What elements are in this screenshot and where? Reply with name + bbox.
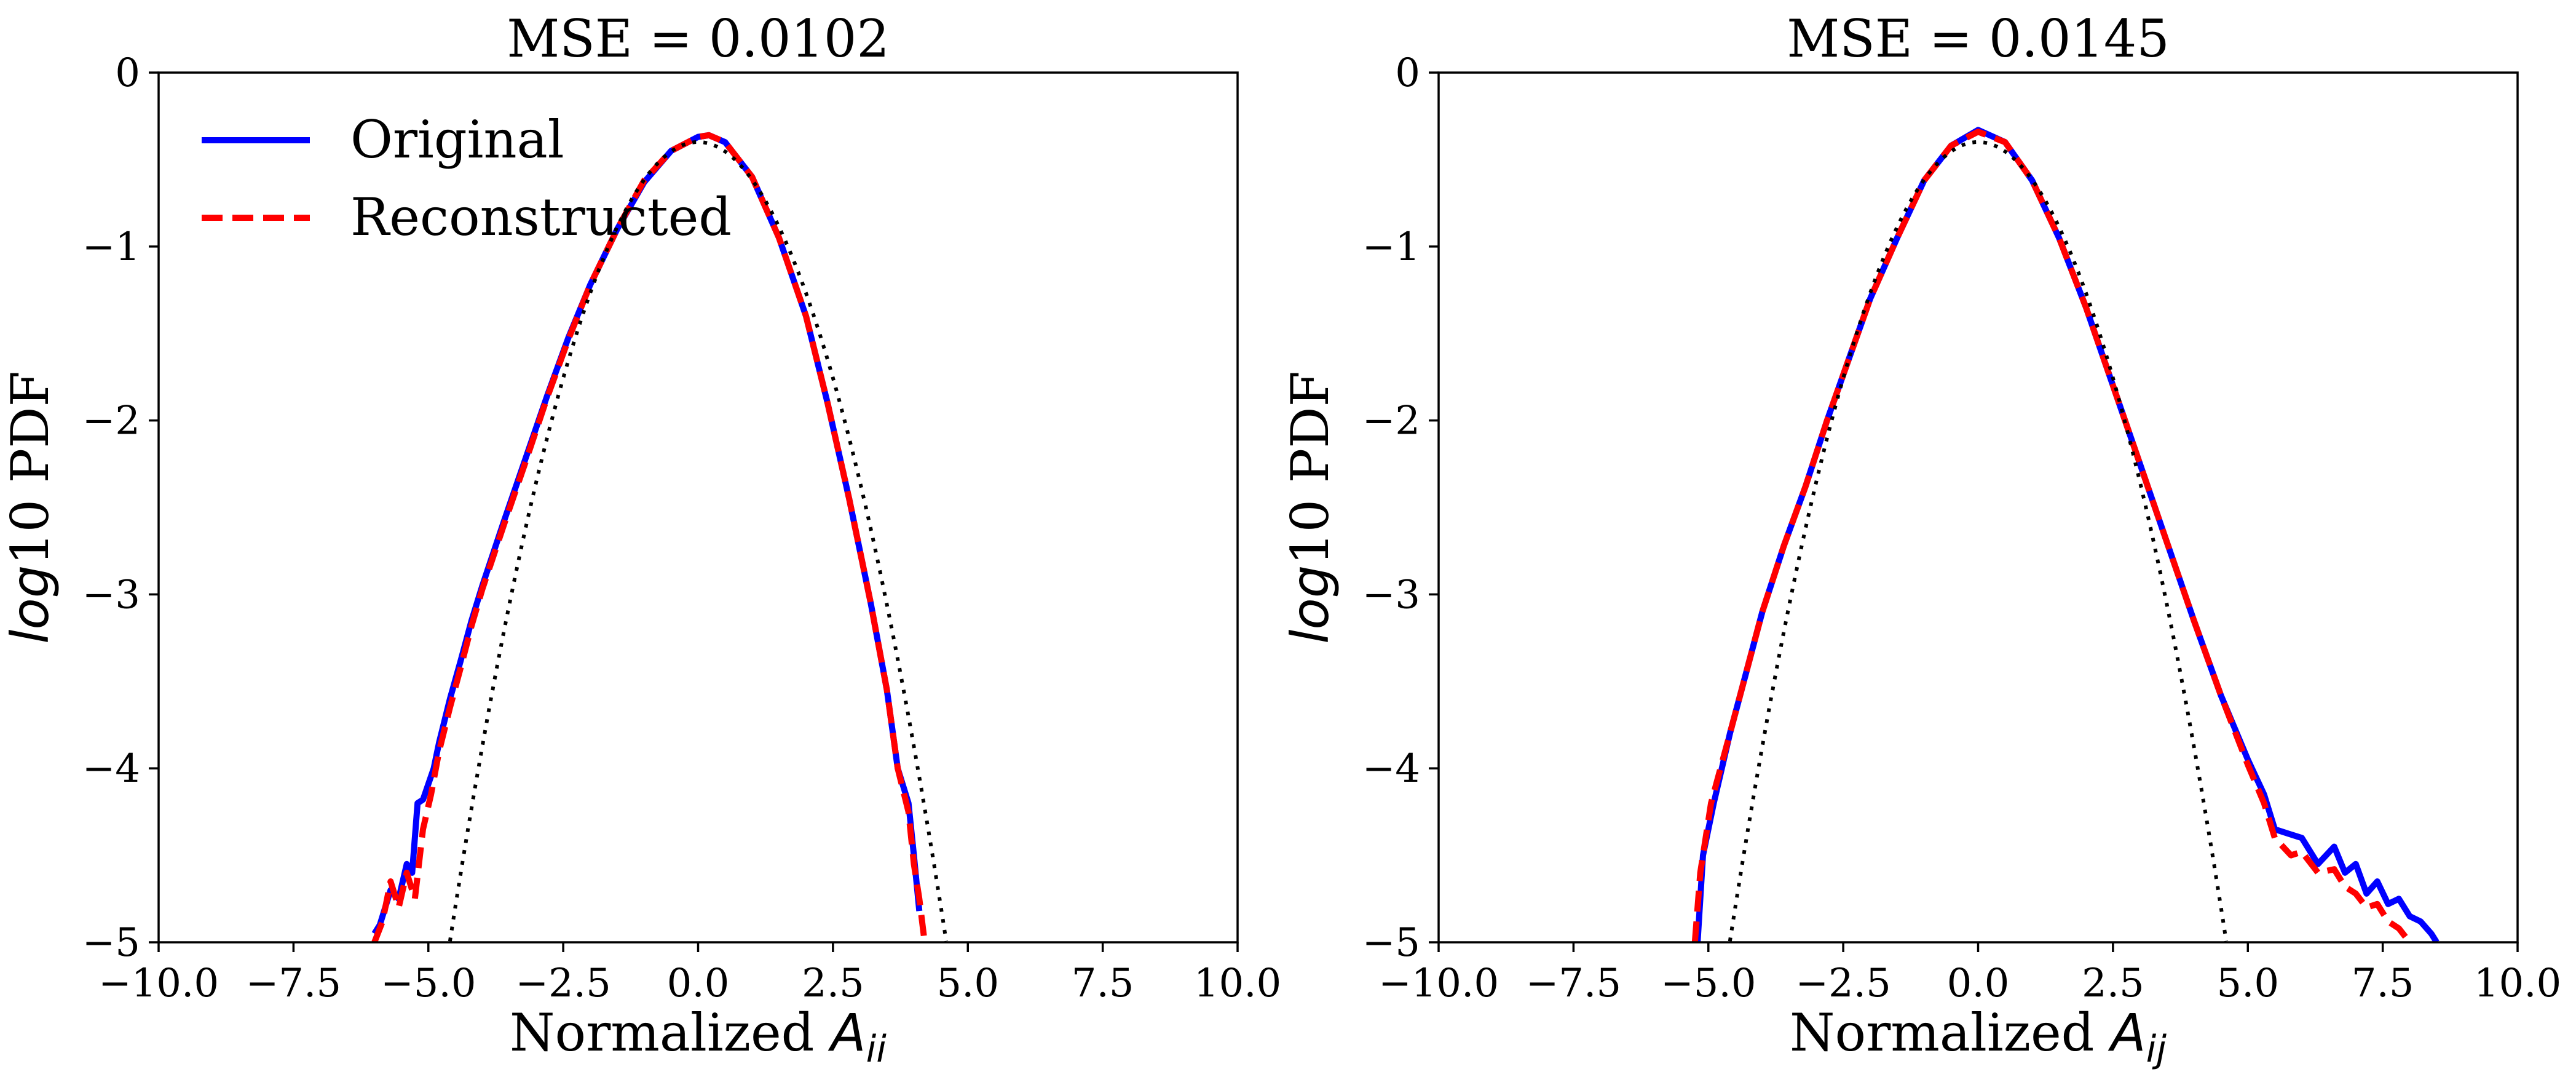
y-tick-label: −4	[82, 746, 140, 792]
x-tick-label: −10.0	[98, 961, 219, 1006]
legend-label-original: Original	[350, 109, 564, 170]
y-tick-label: −1	[1362, 225, 1420, 270]
chart-title: MSE = 0.0145	[1787, 9, 2170, 69]
y-tick-label: −2	[82, 399, 140, 444]
y-axis-label: log10 PDF	[0, 371, 60, 644]
chart-title: MSE = 0.0102	[507, 9, 890, 69]
gaussian-reference-line	[448, 140, 949, 942]
y-tick-label: −3	[82, 572, 140, 618]
x-tick-label: −5.0	[1661, 961, 1756, 1006]
x-tick-label: 5.0	[2216, 961, 2279, 1006]
y-tick-label: 0	[1395, 50, 1420, 96]
series-group	[1691, 127, 2440, 942]
x-tick-label: 5.0	[936, 961, 999, 1006]
y-tick-label: −5	[82, 920, 140, 966]
legend: Original Reconstructed	[202, 109, 732, 247]
x-tick-label: −5.0	[381, 961, 476, 1006]
y-tick-label: −5	[1362, 920, 1420, 966]
x-tick-label: 7.5	[2352, 961, 2414, 1006]
original-line	[371, 132, 923, 936]
plot-frame	[1437, 71, 2519, 944]
reconstructed-line	[1691, 129, 2412, 942]
x-tick-label: 2.5	[2082, 961, 2144, 1006]
x-axis-label: Normalized Aij	[1790, 1003, 2167, 1071]
x-axis-label: Normalized Aii	[510, 1003, 887, 1071]
y-tick-label: 0	[115, 50, 140, 96]
y-tick-label: −3	[1362, 572, 1420, 618]
reconstructed-line	[371, 132, 928, 942]
x-tick-label: 10.0	[2474, 961, 2562, 1006]
x-tick-label: 10.0	[1194, 961, 1282, 1006]
x-tick-label: 0.0	[667, 961, 730, 1006]
x-tick-label: −10.0	[1378, 961, 1499, 1006]
y-tick-label: −1	[82, 225, 140, 270]
series-group	[371, 132, 949, 942]
x-tick-label: 0.0	[1947, 961, 2010, 1006]
x-tick-label: −7.5	[246, 961, 341, 1006]
x-tick-label: 2.5	[802, 961, 864, 1006]
y-axis-label: log10 PDF	[1280, 371, 1340, 644]
x-tick-label: −2.5	[515, 961, 610, 1006]
y-tick-label: −4	[1362, 746, 1420, 792]
x-tick-label: 7.5	[1072, 961, 1134, 1006]
y-tick-label: −2	[1362, 399, 1420, 444]
x-tick-label: −7.5	[1526, 961, 1621, 1006]
x-tick-label: −2.5	[1795, 961, 1891, 1006]
left-panel: −10.0 −7.5 −5.0 −2.5 0.0 2.5 5.0 7.5 10.0 0 −1 −2 −3…	[0, 9, 1281, 1071]
gaussian-reference-line	[1728, 140, 2229, 942]
right-panel: −10.0 −7.5 −5.0 −2.5 0.0 2.5 5.0 7.5 10.0 0 −1 −2 −3…	[1280, 9, 2561, 1071]
legend-label-reconstructed: Reconstructed	[350, 187, 732, 247]
